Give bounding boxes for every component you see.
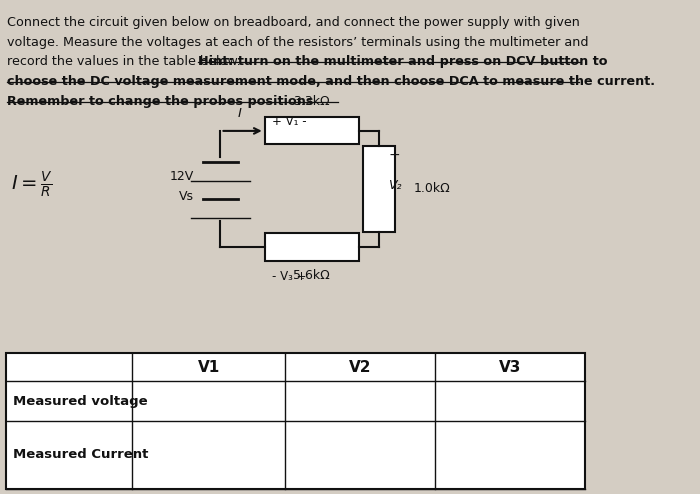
Text: voltage. Measure the voltages at each of the resistors’ terminals using the mult: voltage. Measure the voltages at each of…: [7, 36, 589, 48]
Text: record the values in the table below.: record the values in the table below.: [7, 55, 245, 68]
Text: Hint: turn on the multimeter and press on DCV button to: Hint: turn on the multimeter and press o…: [198, 55, 608, 68]
Text: V1: V1: [197, 360, 220, 375]
Text: 1.0kΩ: 1.0kΩ: [414, 182, 450, 196]
Text: V3: V3: [499, 360, 522, 375]
Text: 3.3kΩ: 3.3kΩ: [293, 95, 330, 109]
Text: Vs: Vs: [179, 190, 194, 203]
FancyBboxPatch shape: [6, 353, 585, 489]
Text: Remember to change the probes positions: Remember to change the probes positions: [7, 95, 314, 108]
Text: 5.6kΩ: 5.6kΩ: [293, 270, 330, 283]
Text: V₂: V₂: [388, 178, 402, 192]
FancyBboxPatch shape: [265, 118, 358, 145]
Text: V2: V2: [349, 360, 372, 375]
Text: $I = \frac{V}{R}$: $I = \frac{V}{R}$: [11, 170, 53, 200]
Text: - V₃ +: - V₃ +: [272, 271, 306, 284]
Text: I: I: [238, 107, 242, 120]
Text: Measured Current: Measured Current: [13, 449, 148, 461]
Text: +: +: [388, 148, 400, 162]
FancyBboxPatch shape: [363, 146, 395, 232]
Text: choose the DC voltage measurement mode, and then choose DCA to measure the curre: choose the DC voltage measurement mode, …: [7, 75, 655, 88]
Text: -: -: [388, 226, 393, 239]
Text: Connect the circuit given below on breadboard, and connect the power supply with: Connect the circuit given below on bread…: [7, 16, 580, 29]
Text: 12V: 12V: [170, 170, 194, 183]
FancyBboxPatch shape: [265, 234, 358, 261]
Text: Measured voltage: Measured voltage: [13, 395, 148, 408]
Text: + V₁ -: + V₁ -: [272, 116, 307, 128]
